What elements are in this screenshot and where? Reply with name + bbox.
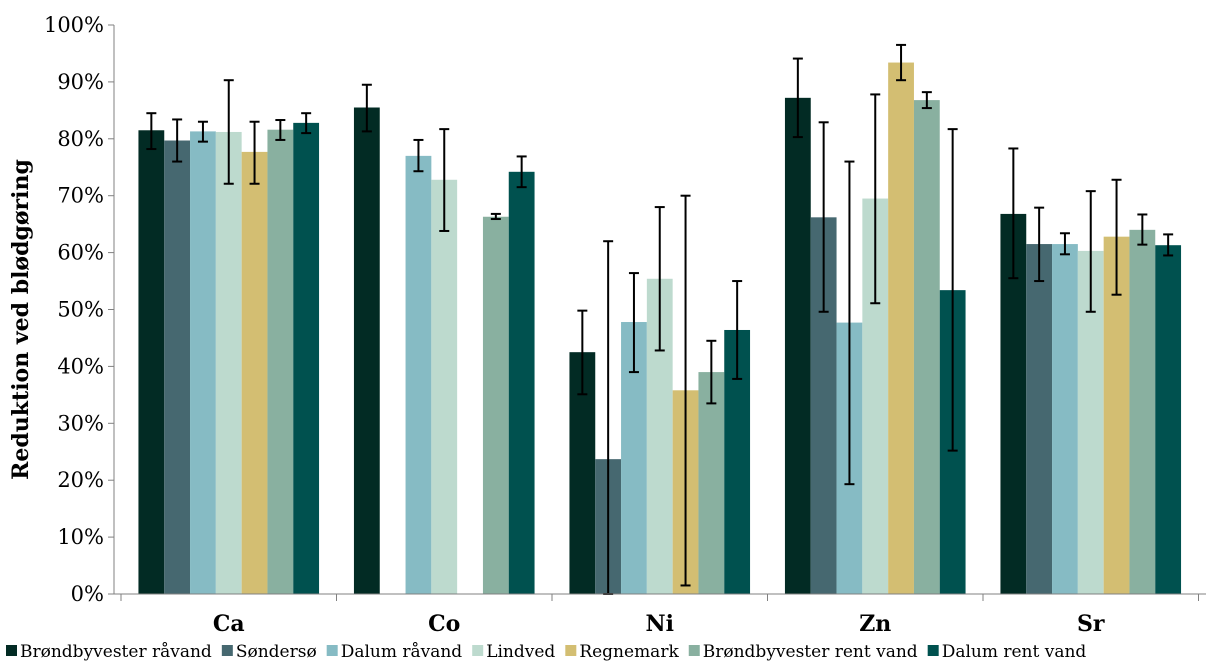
x-category-label: Zn [859, 611, 891, 637]
legend-swatch-7 [927, 645, 939, 656]
legend-label: Lindved [486, 642, 555, 662]
bar-zn-series-5 [888, 62, 914, 595]
bar-ni-series-6 [698, 372, 725, 594]
legend-swatch-3 [326, 645, 338, 656]
bar-zn-series-6 [913, 100, 940, 595]
bar-ca-series-3 [190, 131, 216, 594]
bar-co-series-6 [482, 216, 509, 594]
bar-sr-series-2 [1026, 244, 1053, 594]
legend-label: Søndersø [236, 642, 317, 662]
y-tick-label: 70% [57, 184, 104, 208]
y-tick-label: 20% [57, 468, 104, 492]
bar-sr-series-5 [1103, 236, 1130, 595]
bar-sr-series-6 [1129, 229, 1156, 594]
bar-sr-series-7 [1155, 245, 1182, 594]
legend-label: Dalum råvand [341, 642, 463, 662]
legend-swatch-5 [565, 645, 577, 656]
legend-label: Brøndbyvester råvand [20, 642, 212, 662]
y-tick-label: 90% [57, 70, 104, 94]
x-category-label: Sr [1077, 611, 1105, 637]
legend-swatch-2 [221, 645, 233, 656]
bar-ca-series-7 [293, 122, 320, 595]
legend-swatch-1 [6, 645, 17, 656]
legend-swatch-6 [688, 645, 700, 656]
bar-co-series-3 [405, 155, 432, 594]
bar-ca-series-2 [164, 140, 191, 594]
y-tick-label: 10% [57, 525, 104, 549]
y-tick-label: 100% [44, 13, 104, 37]
legend-swatch-4 [472, 645, 484, 656]
bar-ca-series-5 [241, 151, 268, 594]
y-tick-label: 60% [57, 241, 104, 265]
y-axis-title: Reduktion ved blødgøring [8, 159, 34, 480]
bar-zn-series-1 [784, 97, 811, 594]
bar-co-series-4 [431, 179, 458, 594]
y-tick-label: 30% [57, 411, 104, 435]
x-category-label: Ca [213, 611, 245, 637]
bar-sr-series-3 [1052, 244, 1078, 594]
y-tick-label: 50% [57, 298, 104, 322]
legend-label: Regnemark [579, 642, 679, 662]
y-tick-label: 80% [57, 127, 104, 151]
legend-label: Dalum rent vand [942, 642, 1087, 662]
x-category-label: Ni [646, 611, 674, 637]
legend-label: Brøndbyvester rent vand [703, 642, 918, 662]
bar-co-series-7 [508, 171, 535, 595]
y-tick-label: 0% [71, 582, 104, 606]
y-tick-label: 40% [57, 354, 104, 378]
bar-ca-series-1 [138, 130, 165, 594]
x-category-label: Co [428, 611, 460, 637]
bar-ca-series-4 [215, 131, 242, 594]
bar-co-series-1 [353, 107, 380, 594]
bar-ca-series-6 [267, 129, 294, 594]
